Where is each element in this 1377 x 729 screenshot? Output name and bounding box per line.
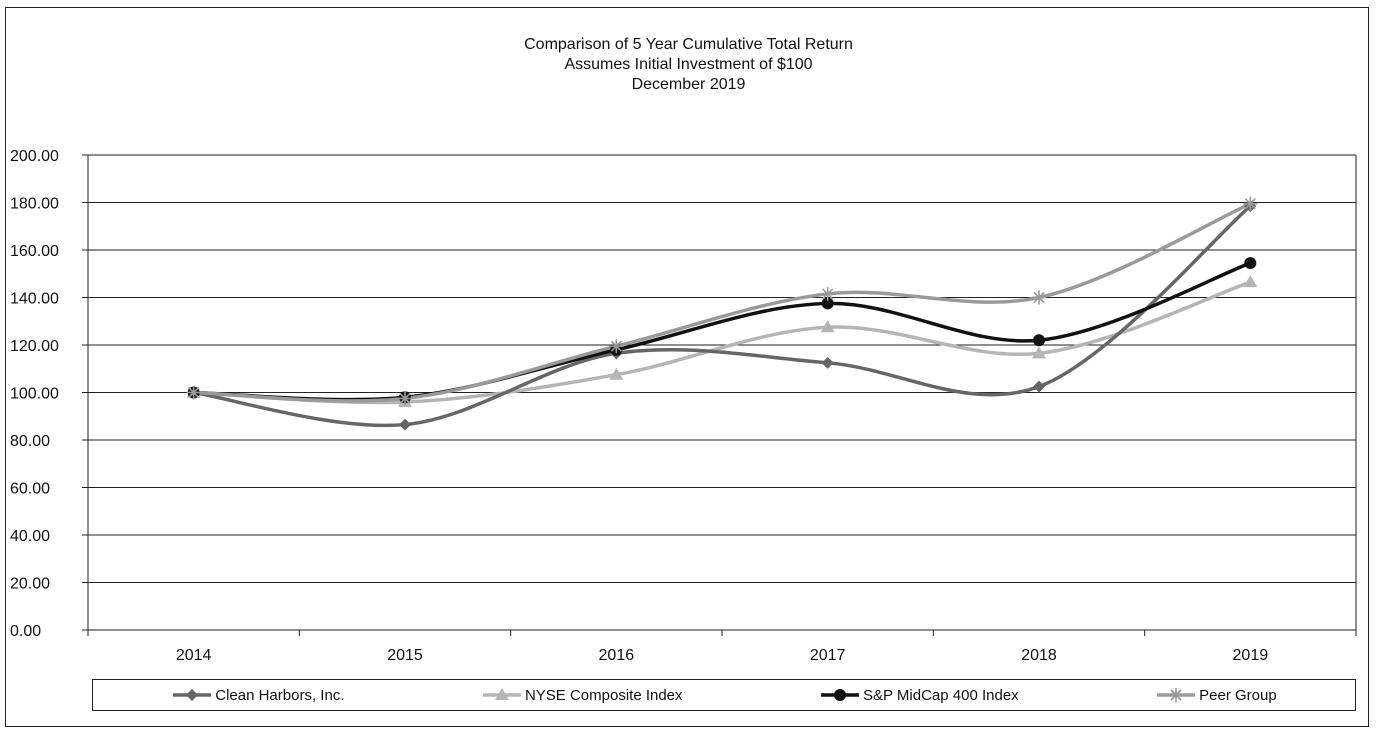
y-tick-label: 120.00 xyxy=(10,338,59,355)
y-tick-label: 60.00 xyxy=(10,481,50,498)
x-tick-label: 2016 xyxy=(599,647,635,664)
series-line xyxy=(193,202,1252,403)
marker-star xyxy=(1169,688,1184,702)
legend-swatch xyxy=(173,689,212,701)
marker-star xyxy=(820,286,835,301)
series-line xyxy=(193,204,1252,428)
marker-star-stroke xyxy=(399,392,411,405)
y-tick-label: 80.00 xyxy=(10,433,50,450)
x-tick-label: 2014 xyxy=(176,647,212,664)
marker-diamond xyxy=(1033,380,1045,393)
marker-star xyxy=(186,385,201,400)
y-tick-label: 180.00 xyxy=(10,196,59,213)
y-tick-label: 160.00 xyxy=(10,243,59,260)
legend-item: S&P MidCap 400 Index xyxy=(819,687,1019,704)
series-line xyxy=(193,280,1251,405)
marker-star-stroke xyxy=(188,386,200,399)
marker-triangle xyxy=(494,688,509,700)
marker-triangle xyxy=(609,367,624,380)
marker-star xyxy=(609,339,624,354)
y-tick-label: 100.00 xyxy=(10,386,59,403)
marker-star xyxy=(398,391,412,406)
marker-diamond xyxy=(399,418,411,431)
chart-legend: Clean Harbors, Inc. NYSE Composite Index S… xyxy=(92,679,1356,711)
y-tick-label: 200.00 xyxy=(10,148,59,165)
legend-swatch xyxy=(821,689,860,701)
legend-label: Peer Group xyxy=(1199,686,1277,704)
marker-circle xyxy=(1244,257,1257,270)
legend-label: S&P MidCap 400 Index xyxy=(863,686,1019,704)
legend-item: Peer Group xyxy=(1155,687,1277,704)
x-tick-label: 2015 xyxy=(387,647,423,664)
marker-star xyxy=(1243,196,1258,211)
chart-subtitle-line-1: Assumes Initial Investment of $100 xyxy=(564,56,813,73)
series-line xyxy=(193,261,1251,402)
marker-circle xyxy=(1033,334,1045,347)
legend-item: NYSE Composite Index xyxy=(481,687,683,704)
legend-swatch xyxy=(1157,688,1196,702)
marker-star-stroke xyxy=(1033,291,1045,304)
chart-subtitle-line-2: December 2019 xyxy=(631,76,746,93)
marker-circle xyxy=(834,689,847,701)
legend-label: NYSE Composite Index xyxy=(524,686,683,704)
marker-star xyxy=(1032,290,1046,305)
y-tick-label: 140.00 xyxy=(10,291,59,308)
marker-triangle xyxy=(820,320,835,333)
x-tick-label: 2017 xyxy=(810,647,846,664)
y-tick-label: 0.00 xyxy=(10,623,41,640)
marker-star-stroke xyxy=(1170,689,1182,701)
marker-star-stroke xyxy=(1244,198,1256,210)
legend-item: Clean Harbors, Inc. xyxy=(171,687,344,704)
marker-diamond xyxy=(821,356,834,369)
chart-title: Comparison of 5 Year Cumulative Total Re… xyxy=(524,36,853,53)
x-tick-label: 2019 xyxy=(1233,647,1269,664)
marker-triangle xyxy=(1032,346,1046,359)
x-tick-label: 2018 xyxy=(1021,647,1057,664)
legend-swatch xyxy=(482,688,521,700)
marker-star-stroke xyxy=(610,340,622,352)
marker-star-stroke xyxy=(822,288,834,300)
chart-frame xyxy=(5,7,1369,727)
marker-diamond xyxy=(186,689,199,701)
marker-triangle xyxy=(1243,275,1258,288)
y-tick-label: 40.00 xyxy=(10,528,50,545)
marker-circle xyxy=(821,297,834,310)
y-tick-label: 20.00 xyxy=(10,576,50,593)
legend-label: Clean Harbors, Inc. xyxy=(215,686,345,704)
